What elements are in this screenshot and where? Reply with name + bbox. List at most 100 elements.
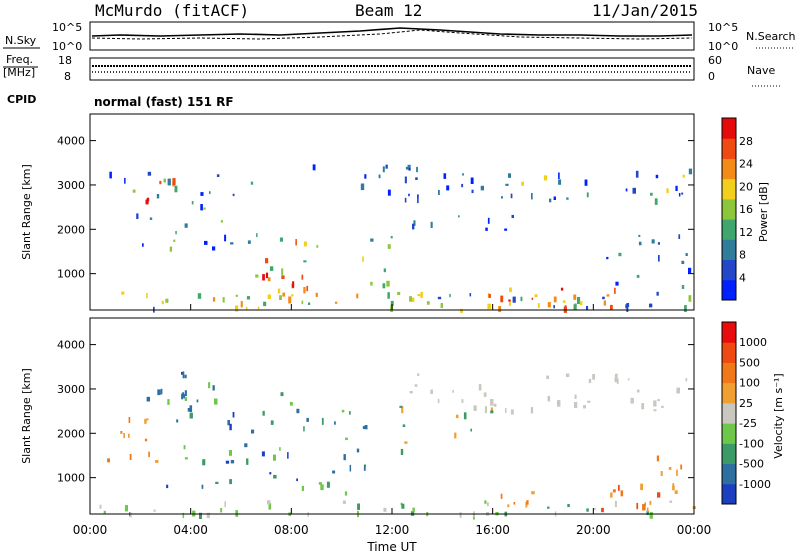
range-cell — [577, 297, 581, 304]
range-cell — [493, 403, 497, 407]
range-cell — [553, 305, 555, 309]
range-cell — [404, 197, 407, 203]
range-cell — [454, 432, 457, 439]
y-tick-label: 3000 — [57, 179, 85, 192]
range-cell — [229, 423, 232, 431]
range-cell — [413, 220, 416, 226]
range-cell — [215, 481, 219, 484]
velocity-xaxis: 00:00 04:00 08:00 12:00 16:00 20:00 00:00 — [73, 508, 711, 537]
range-cell — [357, 503, 360, 510]
colorbar-swatch — [722, 322, 736, 343]
range-cell — [282, 292, 286, 297]
range-cell — [642, 504, 646, 511]
range-cell — [644, 502, 646, 506]
range-cell — [513, 502, 516, 505]
colorbar-swatch — [722, 362, 736, 384]
colorbar-tick-label: 4 — [739, 271, 746, 284]
range-cell — [277, 288, 281, 294]
range-cell — [636, 389, 640, 393]
range-cell — [626, 305, 629, 312]
range-cell — [120, 431, 123, 434]
range-cell — [417, 194, 419, 199]
range-cell — [251, 429, 255, 434]
range-cell — [184, 397, 187, 401]
range-cell — [267, 277, 271, 282]
range-cell — [129, 512, 132, 518]
range-cell — [626, 303, 630, 307]
colorbar-tick-label: 25 — [739, 397, 753, 410]
range-cell — [159, 180, 162, 185]
range-cell — [255, 274, 259, 278]
range-cell — [630, 397, 634, 404]
range-cell — [430, 221, 433, 228]
range-cell — [172, 178, 176, 185]
colorbar-tick-label: -500 — [739, 458, 764, 471]
range-cell — [315, 292, 318, 297]
range-cell — [312, 164, 316, 171]
range-cell — [412, 507, 415, 513]
range-cell — [416, 166, 418, 173]
freq-tick-bottom: 8 — [64, 70, 71, 83]
range-cell — [573, 294, 577, 300]
range-cell — [280, 392, 284, 397]
range-cell — [438, 190, 440, 195]
range-cell — [121, 291, 125, 295]
range-cell — [182, 392, 185, 398]
range-cell — [204, 240, 208, 245]
range-cell — [531, 491, 535, 495]
range-cell — [334, 421, 336, 425]
range-cell — [682, 174, 685, 178]
range-cell — [681, 260, 685, 264]
range-cell — [262, 274, 265, 281]
range-cell — [167, 399, 170, 405]
range-cell — [257, 306, 260, 310]
range-cell — [99, 504, 102, 509]
range-cell — [230, 242, 234, 245]
range-cell — [685, 378, 688, 382]
range-cell — [505, 408, 507, 413]
range-cell — [688, 295, 692, 302]
colorbar-swatch — [722, 342, 736, 363]
noise-right-tick-bottom: 10^0 — [708, 40, 738, 53]
range-cell — [614, 377, 618, 383]
range-cell — [370, 238, 374, 242]
range-cell — [412, 223, 415, 230]
range-cell — [640, 483, 643, 491]
range-cell — [553, 196, 556, 200]
range-cell — [601, 507, 604, 513]
cpid-label: CPID — [7, 93, 36, 106]
y-tick-label: 2000 — [57, 427, 85, 440]
nave-tick-bottom: 0 — [708, 70, 715, 83]
cpid-value: normal (fast) 151 RF — [94, 95, 234, 109]
range-cell — [452, 390, 454, 393]
range-cell — [281, 268, 284, 276]
range-cell — [405, 166, 409, 170]
range-cell — [123, 432, 125, 439]
range-cell — [183, 445, 186, 450]
range-cell — [148, 451, 150, 458]
y-tick-label: 4000 — [57, 339, 85, 352]
range-cell — [356, 448, 360, 453]
range-cell — [206, 512, 210, 519]
range-cell — [269, 472, 272, 475]
x-tick-label: 16:00 — [475, 523, 510, 537]
range-cell — [603, 300, 606, 306]
range-cell — [268, 503, 272, 510]
range-cell — [128, 416, 131, 423]
range-cell — [473, 405, 477, 411]
range-cell — [430, 389, 433, 394]
range-cell — [349, 464, 352, 472]
range-cell — [490, 410, 494, 414]
noise-right-label: N.Search — [746, 30, 796, 43]
range-cell — [672, 485, 675, 491]
range-cell — [426, 301, 430, 305]
range-cell — [587, 400, 591, 403]
range-cell — [401, 406, 404, 414]
colorbar-swatch — [722, 423, 736, 444]
range-cell — [669, 500, 673, 503]
date-title: 11/Jan/2015 — [592, 1, 698, 20]
range-cell — [279, 447, 281, 451]
range-cell — [220, 508, 223, 513]
freq-panel: Freq. [MHz] 18 8 60 0 Nave — [3, 53, 780, 87]
range-cell — [636, 274, 640, 278]
